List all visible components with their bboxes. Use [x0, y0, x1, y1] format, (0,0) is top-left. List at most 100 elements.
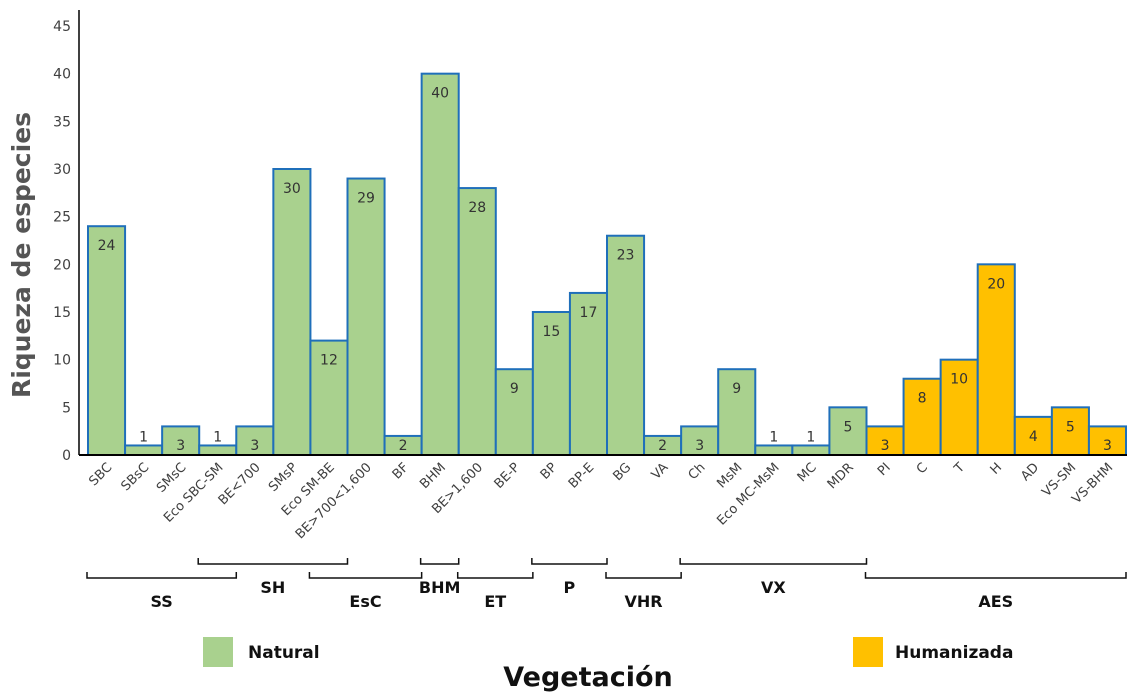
legend-label-humanizada: Humanizada: [895, 643, 1013, 663]
group-bracket-p: [531, 558, 608, 565]
category-label: MDR: [825, 460, 857, 492]
group-label-et: ET: [484, 592, 506, 611]
category-label: MsM: [714, 460, 745, 491]
y-tick-label: 45: [53, 19, 71, 35]
y-tick-label: 25: [53, 210, 71, 226]
bar-value-label: 17: [580, 305, 598, 321]
bar-pi: [865, 425, 905, 456]
bar-value-label: 9: [732, 381, 741, 397]
y-ticks-layer: 0 5 10 15 20 25 30 35 40 45: [53, 19, 71, 464]
bar-value-label: 1: [139, 429, 148, 445]
y-tick-label: 5: [62, 400, 71, 416]
bar-value-label: 3: [250, 438, 259, 454]
bar-value-label: 5: [1066, 419, 1075, 435]
bar-value-label: 2: [399, 438, 408, 454]
bar-be-1-600: [457, 187, 497, 456]
category-label: SMsP: [266, 460, 301, 495]
category-label: VA: [649, 460, 672, 483]
bars-layer: [87, 72, 1128, 457]
group-label-p: P: [564, 578, 576, 597]
bar-value-label: 4: [1029, 429, 1038, 445]
bar-value-label: 28: [468, 200, 486, 216]
bar-be-700-1-600: [346, 177, 386, 457]
bar-value-label: 40: [431, 86, 449, 102]
y-tick-label: 0: [62, 448, 71, 464]
bar-ad: [1013, 415, 1053, 457]
y-tick-label: 40: [53, 67, 71, 83]
bar-t: [939, 358, 979, 456]
category-label: Ch: [686, 460, 709, 483]
group-bracket-sh: [197, 558, 349, 565]
category-label: T: [951, 460, 968, 477]
category-label: SBC: [86, 460, 115, 489]
group-bracket-et: [456, 572, 534, 579]
bar-value-label: 29: [357, 191, 375, 207]
bar-value-label: 5: [844, 419, 853, 435]
bar-value-label: 30: [283, 181, 301, 197]
category-label: BE-P: [492, 460, 524, 492]
group-bracket-aes: [864, 572, 1127, 579]
bar-value-label: 20: [987, 276, 1005, 292]
y-tick-label: 30: [53, 162, 71, 178]
group-label-esc: EsC: [349, 592, 381, 611]
group-label-aes: AES: [978, 592, 1013, 611]
bar-value-label: 1: [806, 429, 815, 445]
group-label-bhm: BHM: [419, 578, 461, 597]
category-label: BP: [538, 460, 561, 483]
bar-sbsc: [124, 444, 164, 457]
bar-bg: [606, 234, 646, 456]
bar-eco-mc-msm: [754, 444, 794, 457]
bar-value-label: 1: [769, 429, 778, 445]
y-tick-label: 15: [53, 305, 71, 321]
group-bracket-vhr: [605, 572, 682, 579]
bar-value-label: 3: [881, 438, 890, 454]
bar-value-label: 23: [617, 248, 635, 264]
category-label: PI: [875, 460, 894, 479]
category-label: MC: [795, 460, 820, 485]
category-label: BF: [390, 460, 412, 482]
group-label-vx: VX: [761, 578, 786, 597]
legend-swatch-humanizada: [853, 637, 883, 667]
bar-sbc: [87, 225, 127, 456]
category-label: AD: [1018, 460, 1042, 484]
bar-h: [976, 263, 1016, 457]
y-tick-label: 35: [53, 114, 71, 130]
bar-msm: [717, 368, 757, 457]
y-tick-label: 10: [53, 353, 71, 369]
bar-value-label: 15: [542, 324, 560, 340]
group-bracket-vx: [679, 558, 868, 565]
category-label: VS-BHM: [1069, 460, 1116, 507]
category-label: BHM: [417, 460, 449, 492]
bar-value-label: 10: [950, 372, 968, 388]
category-label: BG: [610, 460, 634, 484]
y-tick-label: 20: [53, 257, 71, 273]
bar-value-label: 9: [510, 381, 519, 397]
x-axis-title: Vegetación: [503, 662, 673, 692]
bar-vs-bhm: [1087, 425, 1128, 456]
bar-bhm: [420, 72, 460, 457]
group-bracket-ss: [86, 572, 238, 579]
category-label: SBsC: [118, 460, 152, 494]
bar-value-label: 3: [1103, 438, 1112, 454]
category-label: H: [988, 460, 1006, 478]
legend-label-natural: Natural: [248, 643, 320, 663]
group-brackets-layer: SS SH EsC BHM ET P VHR VX AES: [86, 558, 1127, 611]
group-bracket-bhm: [419, 558, 460, 565]
bar-vs-sm: [1050, 406, 1090, 457]
category-label: SMsC: [154, 460, 190, 496]
bar-value-label: 2: [658, 438, 667, 454]
group-label-ss: SS: [150, 592, 172, 611]
legend-swatch-natural: [203, 637, 233, 667]
bar-value-label: 3: [176, 438, 185, 454]
bar-value-label: 8: [918, 391, 927, 407]
bar-value-label: 1: [213, 429, 222, 445]
bar-smsp: [272, 168, 312, 456]
bar-value-label: 24: [98, 238, 116, 254]
category-label: C: [914, 460, 931, 477]
group-label-vhr: VHR: [625, 592, 663, 611]
group-bracket-esc: [308, 572, 423, 579]
bar-value-label: 12: [320, 353, 338, 369]
y-axis-title: Riqueza de especies: [7, 112, 36, 398]
